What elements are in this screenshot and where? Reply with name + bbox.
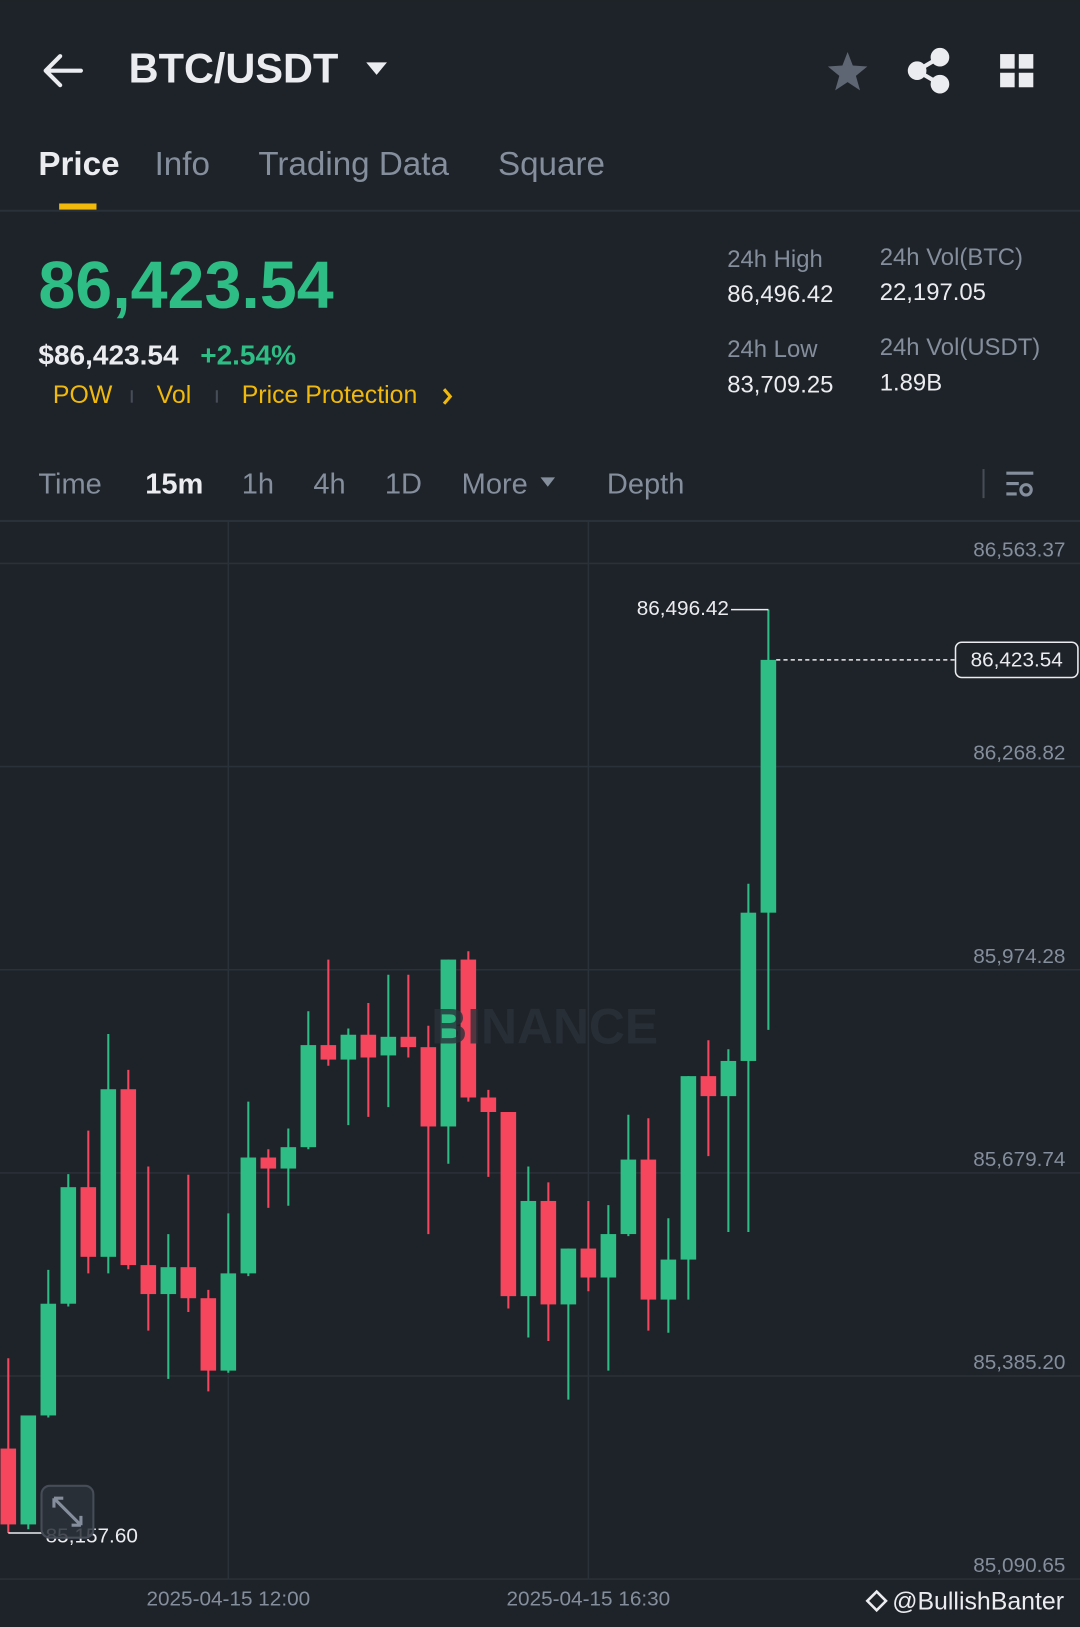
candle-body — [440, 959, 457, 1127]
interval[interactable]: 1D — [385, 468, 422, 500]
last-price-label: 86,423.54 — [971, 648, 1063, 671]
candle-body — [760, 659, 777, 913]
candle-body — [620, 1159, 637, 1235]
stat-value: 86,496.42 — [727, 281, 833, 308]
watermark: BINANCE — [431, 998, 658, 1054]
candle-body — [580, 1248, 597, 1278]
candle-body — [200, 1298, 217, 1371]
candle-body — [220, 1273, 237, 1371]
candle-body — [280, 1147, 297, 1169]
candle-body — [380, 1036, 397, 1056]
x-tick-label: 2025-04-15 12:00 — [146, 1587, 310, 1610]
pair-title[interactable]: BTC/USDT — [129, 45, 339, 92]
candle-body — [40, 1303, 57, 1416]
x-tick-label: 2025-04-15 16:30 — [507, 1587, 671, 1610]
candle-body — [480, 1097, 497, 1112]
stat-value: 1.89B — [880, 369, 942, 396]
interval[interactable]: 1h — [242, 468, 274, 500]
candle-body — [700, 1076, 717, 1097]
tag[interactable]: Price Protection — [242, 381, 418, 409]
candle-body — [400, 1036, 417, 1048]
candle-body — [300, 1045, 317, 1148]
interval[interactable]: Depth — [607, 468, 684, 500]
candle-body — [260, 1157, 277, 1169]
y-tick-label: 85,090.65 — [973, 1554, 1065, 1577]
stat-label: 24h Vol(BTC) — [880, 244, 1023, 271]
tab-indicator — [59, 203, 97, 210]
share-icon[interactable] — [907, 47, 950, 94]
price-change: +2.54% — [200, 339, 296, 370]
candle-body — [320, 1045, 337, 1060]
interval[interactable]: More — [462, 468, 528, 500]
candle-body — [420, 1047, 437, 1127]
candle-body — [660, 1259, 677, 1300]
more-dropdown[interactable] — [540, 477, 556, 487]
tag[interactable]: POW — [53, 381, 113, 409]
candle-body — [500, 1111, 517, 1297]
candle-body — [540, 1200, 557, 1305]
candle-body — [600, 1234, 617, 1278]
high-label: 86,496.42 — [637, 597, 729, 620]
favorite-icon[interactable] — [827, 52, 868, 91]
candle-body — [0, 1448, 17, 1525]
stat-value: 22,197.05 — [880, 279, 986, 306]
candle-body — [640, 1159, 657, 1300]
interval[interactable]: Time — [38, 468, 101, 500]
credit-icon — [865, 1589, 888, 1613]
candle-body — [680, 1076, 697, 1260]
candle-body — [180, 1267, 197, 1299]
candle-body — [720, 1060, 737, 1097]
y-tick-label: 86,563.37 — [973, 538, 1065, 561]
tab[interactable]: Price — [38, 146, 119, 183]
stat-label: 24h Low — [727, 336, 818, 363]
pair-dropdown[interactable] — [366, 62, 387, 75]
interval[interactable]: 15m — [145, 468, 203, 500]
fiat-price: $86,423.54 — [38, 339, 179, 370]
candle-body — [520, 1200, 537, 1297]
y-tick-label: 85,385.20 — [973, 1351, 1065, 1374]
candle-body — [460, 959, 477, 1098]
candle-body — [120, 1089, 137, 1266]
candle-body — [160, 1267, 177, 1295]
y-tick-label: 85,974.28 — [973, 945, 1065, 968]
tag[interactable]: Vol — [157, 381, 192, 409]
candle-body — [740, 912, 757, 1061]
candle-body — [100, 1089, 117, 1257]
y-tick-label: 85,679.74 — [973, 1148, 1065, 1171]
y-tick-label: 86,268.82 — [973, 742, 1065, 765]
stat-label: 24h High — [727, 246, 823, 273]
candle-body — [360, 1034, 377, 1058]
candle-body — [240, 1157, 257, 1274]
candle-body — [560, 1248, 577, 1305]
last-price: 86,423.54 — [38, 249, 333, 323]
last-price-tag — [954, 641, 1079, 679]
tab[interactable]: Trading Data — [258, 146, 449, 183]
expand-button[interactable] — [40, 1484, 95, 1539]
candle-body — [140, 1265, 157, 1295]
candle-body — [80, 1187, 97, 1257]
credit: @BullishBanter — [892, 1588, 1064, 1616]
chevron — [442, 388, 453, 405]
layout-icon[interactable] — [1000, 54, 1034, 88]
tab[interactable]: Info — [155, 146, 210, 183]
stat-value: 83,709.25 — [727, 371, 833, 398]
back-button[interactable] — [43, 54, 83, 88]
candle-body — [20, 1415, 37, 1525]
chart: 86,563.37 86,268.82 85,974.28 85,679.74 85,3… — [0, 521, 1080, 1610]
interval[interactable]: 4h — [313, 468, 345, 500]
stat-label: 24h Vol(USDT) — [880, 334, 1040, 361]
candle-body — [340, 1034, 357, 1060]
candle-body — [60, 1187, 77, 1304]
chart-settings-icon[interactable] — [1006, 471, 1034, 497]
tab[interactable]: Square — [498, 146, 605, 183]
